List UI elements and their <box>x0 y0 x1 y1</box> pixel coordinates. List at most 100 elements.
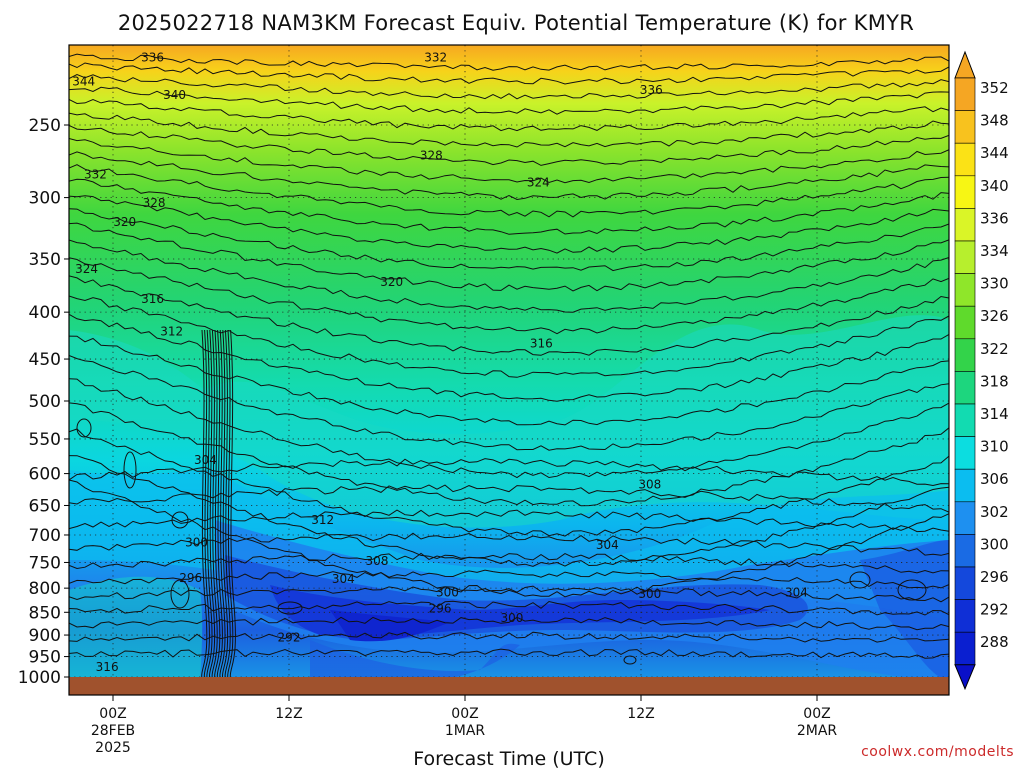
colorbar-label: 302 <box>980 503 1009 521</box>
colorbar-label: 352 <box>980 79 1009 97</box>
colorbar-label: 292 <box>980 601 1009 619</box>
y-tick-label: 500 <box>29 392 61 412</box>
colorbar-label: 330 <box>980 275 1009 293</box>
colorbar-bottom-arrow <box>954 664 976 691</box>
contour-label: 304 <box>785 586 808 600</box>
colorbar-swatch <box>954 208 976 242</box>
contour-label: 336 <box>640 83 663 97</box>
colorbar-swatch <box>954 240 976 274</box>
contour-label: 324 <box>75 262 98 276</box>
contour-line <box>69 112 949 148</box>
colorbar-swatch <box>954 599 976 633</box>
colorbar: 352 348 344 340 336 334 330 326 322 318 314 310 306 3… <box>954 50 1009 691</box>
contour-label: 312 <box>311 513 334 527</box>
contour-line <box>69 631 949 643</box>
contour-closed <box>171 511 189 529</box>
contour-closed <box>849 571 871 589</box>
contour-line <box>69 138 949 184</box>
contour-label: 300 <box>436 586 459 600</box>
colorbar-swatch <box>954 142 976 177</box>
contour-line <box>211 329 218 691</box>
time-grid <box>112 45 818 695</box>
colorbar-label: 306 <box>980 470 1009 488</box>
credit-text: coolwx.com/modelts <box>861 744 1014 760</box>
x-tick-label: 00Z <box>451 706 478 722</box>
contour-line <box>69 86 949 115</box>
plot-frame <box>68 44 950 696</box>
contour-line <box>69 378 949 479</box>
contour-line <box>69 257 949 335</box>
colorbar-top-arrow <box>954 50 976 79</box>
contour-line <box>69 53 949 71</box>
colorbar-label: 326 <box>980 307 1009 325</box>
contour-line <box>69 584 949 603</box>
contour-line <box>69 124 949 166</box>
colorbar-label: 340 <box>980 177 1009 195</box>
contour-label: 332 <box>84 167 107 181</box>
contour-line <box>69 335 949 426</box>
contour-label: 316 <box>96 660 119 674</box>
contour-line <box>69 151 949 201</box>
contour-label: 320 <box>113 215 136 229</box>
contour-line <box>69 600 949 616</box>
ground-bar <box>69 677 949 695</box>
contour-label: 304 <box>596 538 619 552</box>
x-tick-label: 12Z <box>627 706 654 722</box>
y-tick-label: 700 <box>29 526 61 546</box>
contour-closed <box>897 579 927 601</box>
contour-label: 324 <box>527 176 550 190</box>
colorbar-swatch <box>954 403 976 437</box>
contour-labels: 336 332 344 340 336 328 332 324 328 320 324 320 316 3… <box>72 50 808 674</box>
contour-closed <box>76 418 92 438</box>
colorbar-label: 288 <box>980 633 1009 651</box>
contour-label: 332 <box>424 50 447 64</box>
contour-line <box>69 178 949 235</box>
colorbar-label: 314 <box>980 405 1009 423</box>
colorbar-swatch <box>954 305 976 340</box>
contour-line <box>69 295 949 378</box>
y-tick-label: 300 <box>29 189 61 209</box>
colorbar-label: 322 <box>980 340 1009 358</box>
contour-label: 300 <box>638 587 661 601</box>
contour-line <box>69 402 949 507</box>
contour-line <box>206 329 213 691</box>
contour-line <box>219 329 226 691</box>
contour-label: 340 <box>163 88 186 102</box>
contour-label: 336 <box>141 50 164 64</box>
contour-line <box>69 616 949 631</box>
contour-label: 308 <box>366 554 389 568</box>
colorbar-label: 296 <box>980 568 1009 586</box>
y-tick-label: 400 <box>29 303 61 323</box>
contour-label: 296 <box>429 602 452 616</box>
y-tick-label: 800 <box>29 579 61 599</box>
contour-label: 304 <box>332 572 355 586</box>
contour-label: 320 <box>380 275 403 289</box>
y-axis: 250 300 350 400 450 500 550 600 650 700 750 800 850 9… <box>18 116 69 688</box>
y-tick-label: 750 <box>29 553 61 573</box>
y-tick-label: 600 <box>29 465 61 485</box>
contour-label: 292 <box>278 630 301 644</box>
contour-closed <box>123 451 137 489</box>
contour-line <box>69 208 949 272</box>
contour-line <box>214 329 221 691</box>
colorbar-swatch <box>954 566 976 600</box>
colorbar-label: 344 <box>980 144 1009 162</box>
contour-lines <box>69 53 949 691</box>
colorbar-label: 334 <box>980 242 1009 260</box>
colorbar-label: 300 <box>980 535 1009 553</box>
contour-line <box>69 355 949 451</box>
contour-line <box>69 275 949 356</box>
y-tick-label: 450 <box>29 350 61 370</box>
colorbar-label: 310 <box>980 438 1009 456</box>
contour-label: 308 <box>638 478 661 492</box>
contour-line <box>69 62 949 85</box>
contour-line <box>209 329 216 691</box>
contour-label: 316 <box>530 337 553 351</box>
colorbar-swatch <box>954 175 976 209</box>
contour-line <box>69 239 949 313</box>
colorbar-swatch <box>954 534 976 568</box>
x-axis-title: Forecast Time (UTC) <box>413 748 604 768</box>
colorbar-swatch <box>954 631 976 666</box>
